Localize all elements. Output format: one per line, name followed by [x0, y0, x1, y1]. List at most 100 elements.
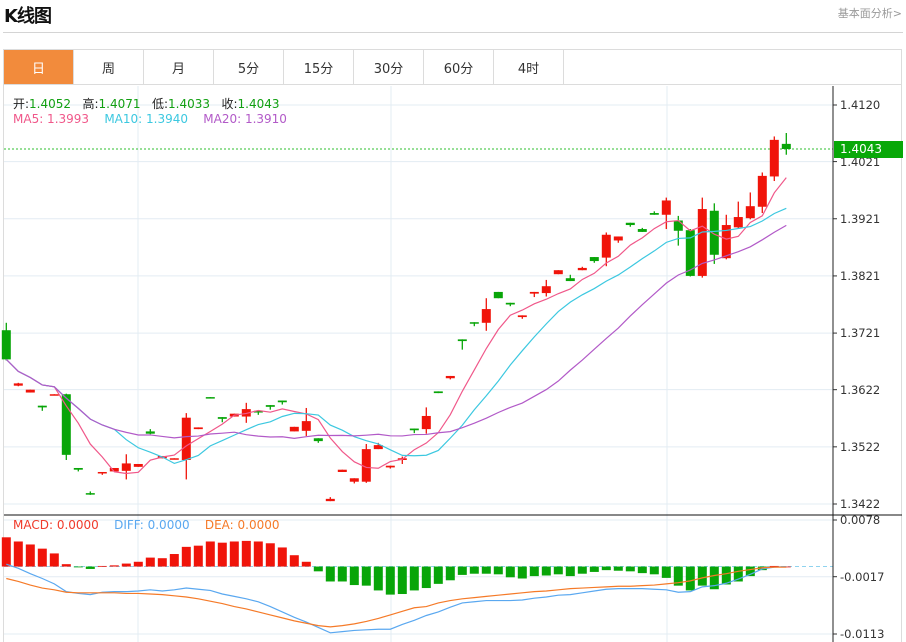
macd-bar: [73, 566, 83, 568]
candle-body: [205, 397, 215, 399]
macd-bar: [385, 566, 395, 595]
macd-tick: -0.0113: [840, 627, 885, 641]
tab-day[interactable]: 日: [4, 50, 74, 84]
macd-bar: [469, 566, 479, 574]
candle: [193, 427, 203, 430]
candle: [349, 478, 359, 484]
candle-body: [469, 322, 479, 324]
candle: [745, 192, 755, 220]
candle: [301, 407, 311, 436]
candle: [565, 274, 575, 282]
page-title: K线图: [4, 6, 52, 27]
macd-bar: [661, 566, 671, 578]
fundamental-analysis-link[interactable]: 基本面分析>: [837, 7, 902, 20]
macd-bar: [277, 547, 287, 567]
macd-bar: [361, 566, 371, 586]
candle-body: [601, 234, 611, 258]
candle-body: [145, 431, 155, 434]
tab-30min[interactable]: 30分: [354, 50, 424, 84]
candle: [421, 407, 431, 434]
macd-bar: [1, 537, 11, 567]
candle-body: [289, 426, 299, 432]
candle: [529, 291, 539, 298]
price-tick: 1.3422: [840, 497, 881, 511]
tab-5min[interactable]: 5分: [214, 50, 284, 84]
candle-body: [565, 278, 575, 282]
candle: [685, 229, 695, 277]
macd-bar: [769, 565, 779, 567]
candle-body: [445, 375, 455, 379]
ma-info: MA5: 1.3993 MA10: 1.3940 MA20: 1.3910: [13, 112, 287, 126]
candle-body: [133, 463, 143, 467]
candle-body: [301, 421, 311, 431]
candle: [469, 322, 479, 327]
price-tick: 1.3821: [840, 268, 881, 283]
candle-body: [385, 465, 395, 468]
candle-body: [697, 209, 707, 276]
macd-bar: [181, 546, 191, 567]
candle: [553, 270, 563, 275]
low-label: 低:: [152, 97, 169, 111]
dea-value: DEA: 0.0000: [204, 518, 280, 532]
low-value: 1.4033: [168, 97, 211, 111]
candle: [481, 298, 491, 331]
macd-bar: [133, 561, 143, 567]
chart-frame: [3, 85, 902, 642]
macd-bar: [109, 565, 119, 567]
candle: [133, 463, 143, 467]
candle-body: [61, 394, 71, 455]
macd-bar: [313, 566, 323, 572]
candle-body: [13, 383, 23, 386]
candle: [613, 236, 623, 243]
macd-tick: 0.0078: [840, 513, 881, 527]
candle-body: [685, 230, 695, 276]
open-value: 1.4052: [29, 97, 72, 111]
candle: [325, 497, 335, 502]
tab-60min[interactable]: 60分: [424, 50, 494, 84]
candle-body: [661, 200, 671, 215]
candle: [265, 405, 275, 410]
macd-bar: [205, 541, 215, 567]
candle: [517, 315, 527, 319]
candle: [145, 429, 155, 435]
candle: [733, 201, 743, 229]
candle: [541, 279, 551, 297]
macd-bar: [601, 566, 611, 571]
high-value: 1.4071: [98, 97, 141, 111]
candle-body: [121, 463, 131, 471]
tab-4hour[interactable]: 4时: [494, 50, 564, 84]
candle-body: [553, 270, 563, 275]
candle-body: [265, 405, 275, 407]
price-tick: 1.3622: [840, 382, 881, 397]
tab-15min[interactable]: 15分: [284, 50, 354, 84]
macd-bar: [553, 566, 563, 575]
candle: [13, 382, 23, 387]
candle-body: [529, 291, 539, 294]
candle-body: [673, 220, 683, 231]
candle: [205, 397, 215, 399]
macd-bar: [193, 545, 203, 567]
tab-week[interactable]: 周: [74, 50, 144, 84]
candle-body: [457, 339, 467, 342]
macd-bar: [577, 566, 587, 574]
ma5-line: [5, 177, 787, 475]
candle-body: [577, 267, 587, 271]
macd-bar: [457, 566, 467, 575]
candle-body: [325, 498, 335, 502]
tab-month[interactable]: 月: [144, 50, 214, 84]
macd-bar: [433, 566, 443, 584]
candle-body: [589, 257, 599, 262]
candle-body: [217, 417, 227, 419]
candle: [409, 428, 419, 434]
candle: [277, 400, 287, 405]
macd-bar: [13, 541, 23, 567]
candle: [625, 222, 635, 227]
candle-body: [769, 139, 779, 177]
dea-line: [6, 566, 787, 628]
high-label: 高:: [82, 97, 99, 111]
candle-body: [625, 222, 635, 226]
macd-bar: [61, 564, 71, 567]
macd-bar: [145, 557, 155, 567]
candle-body: [277, 400, 287, 403]
